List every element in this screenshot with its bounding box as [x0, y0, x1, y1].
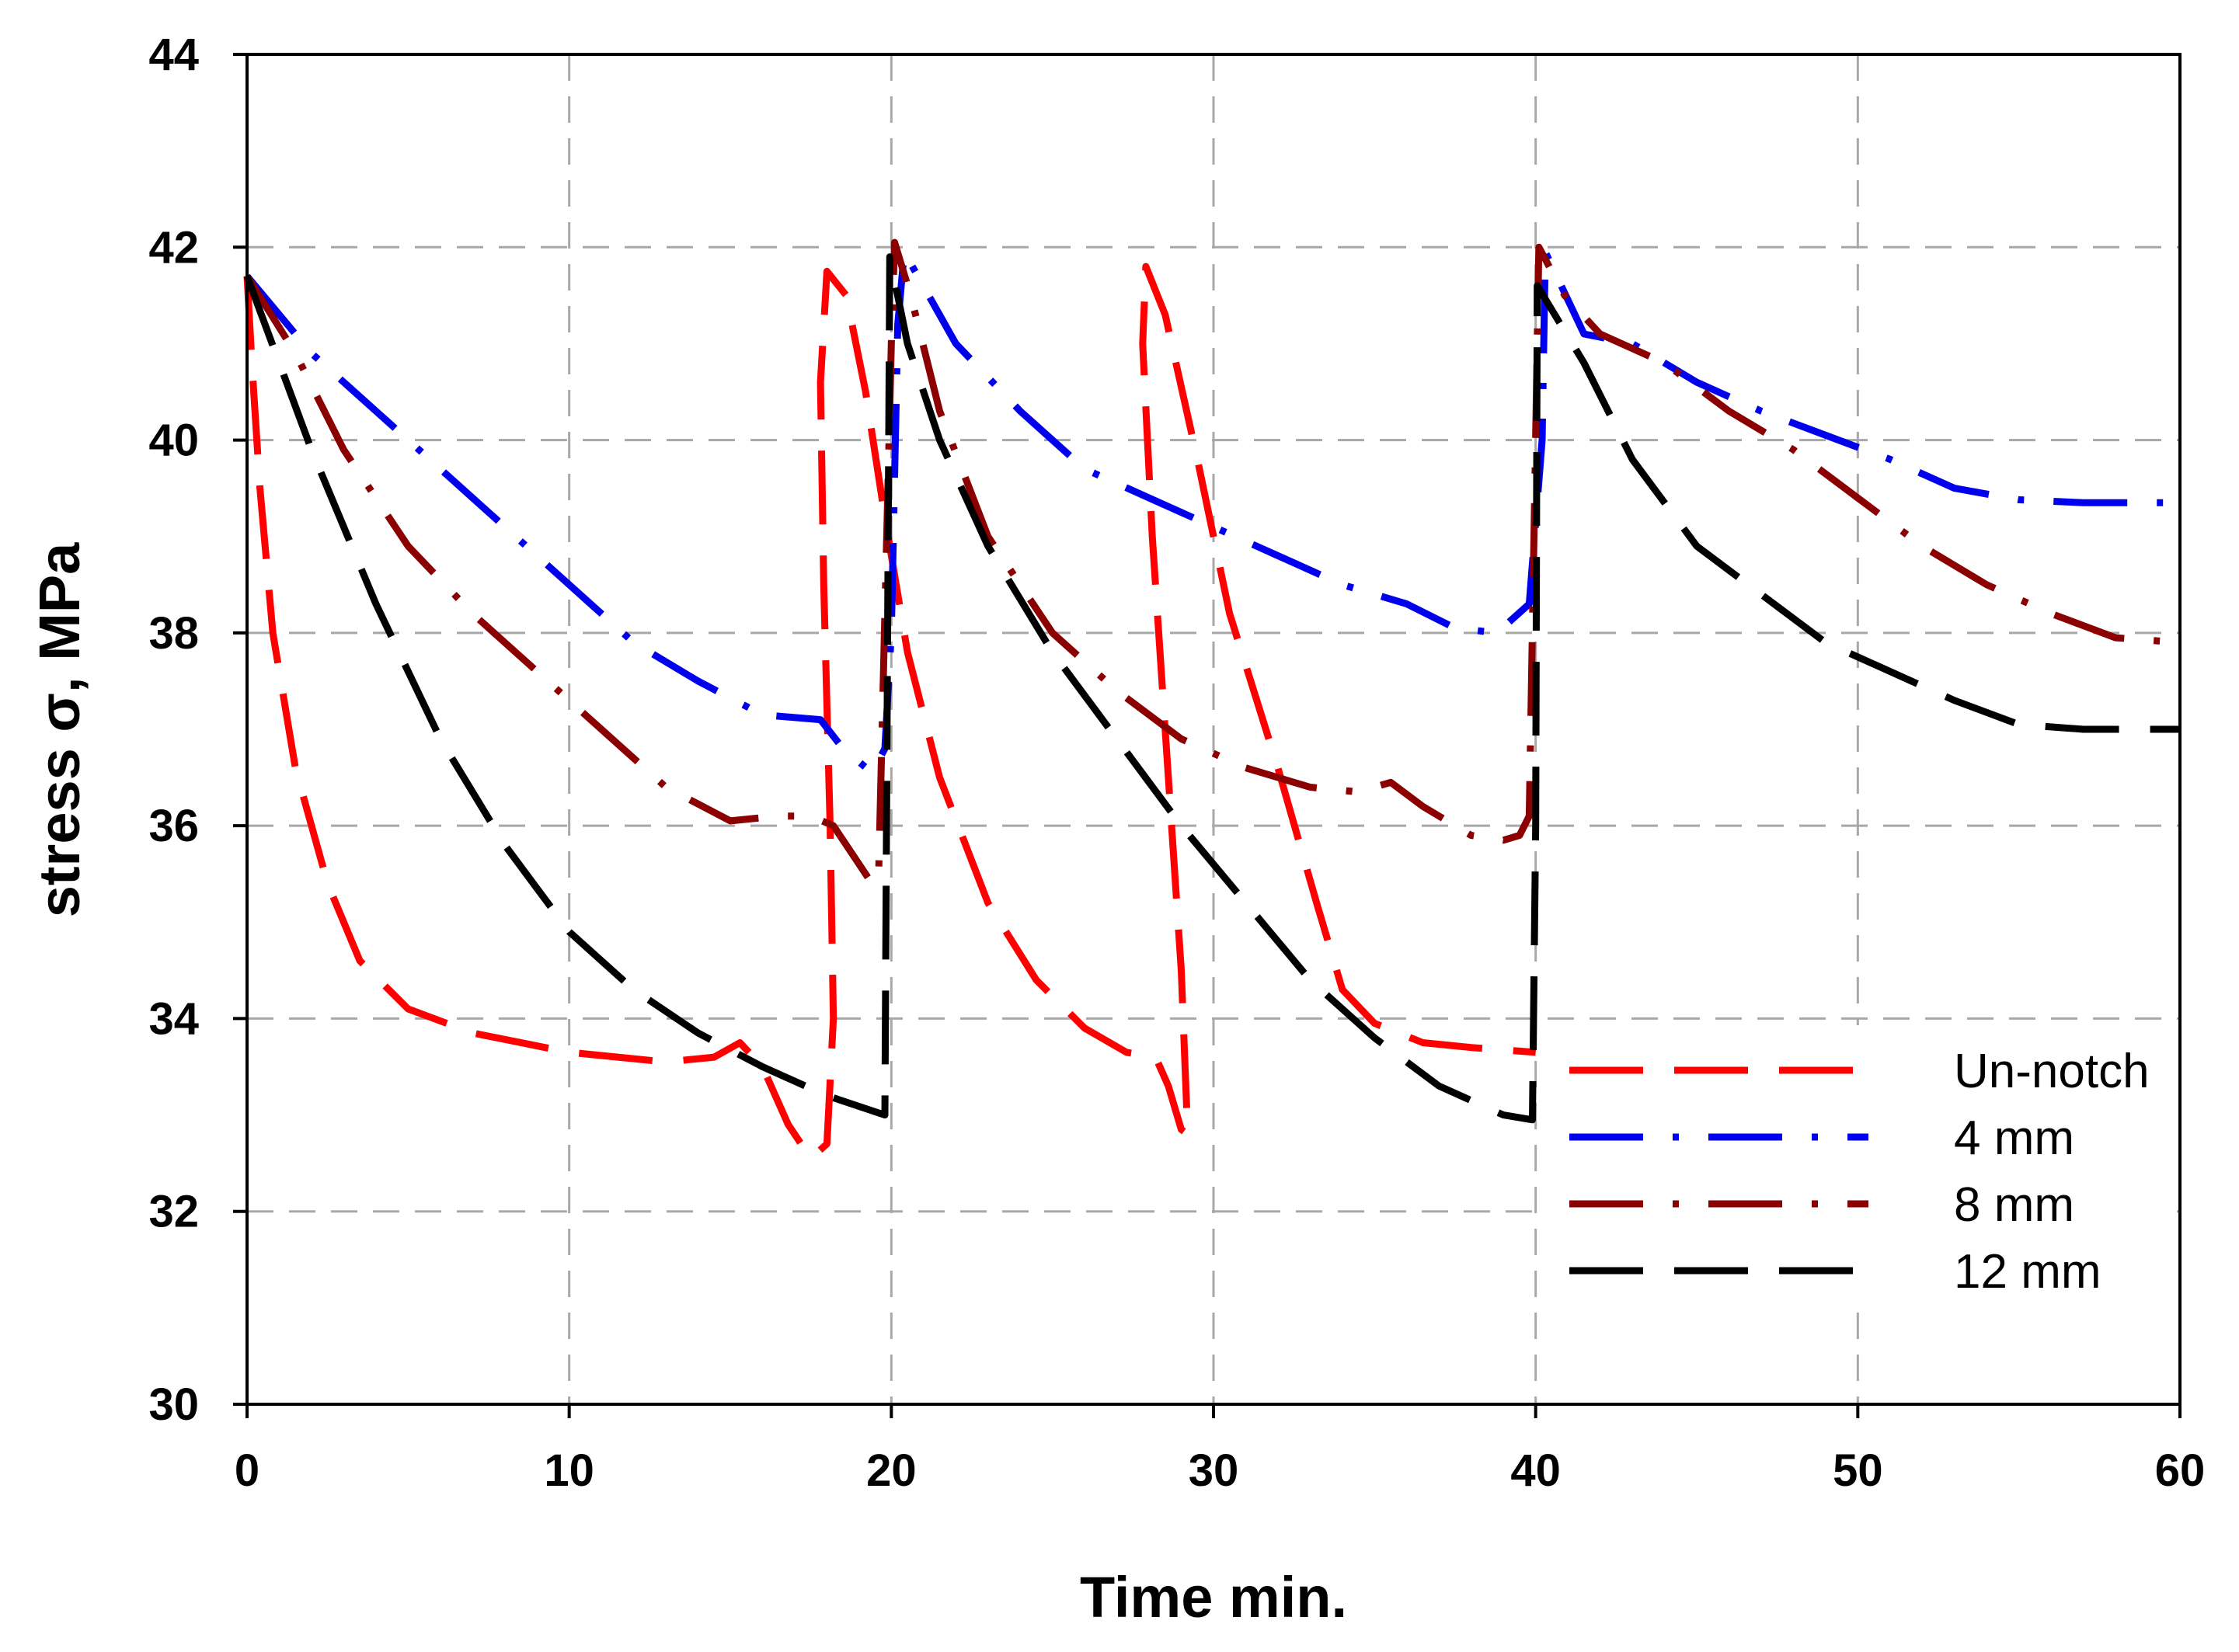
series-line-12-mm [243, 253, 2180, 1124]
x-tick-label: 60 [2155, 1445, 2206, 1496]
y-tick-label: 34 [148, 993, 199, 1044]
y-tick-label: 30 [148, 1379, 199, 1430]
legend-label: 4 mm [1954, 1111, 2074, 1165]
x-tick-label: 10 [544, 1445, 594, 1496]
x-tick-label: 20 [866, 1445, 917, 1496]
series-line-8-mm [244, 238, 2181, 888]
tick-layer: 0 10 20 30 40 50 60 30 32 34 36 38 40 42 44 [148, 30, 2205, 1496]
legend-label: Un-notch [1954, 1045, 2150, 1098]
x-tick-label: 40 [1510, 1445, 1561, 1496]
x-tick-label: 0 [235, 1445, 259, 1496]
series-layer [243, 238, 2181, 1162]
series-line-un-notch [243, 263, 1537, 1162]
y-tick-label: 32 [148, 1187, 199, 1237]
y-tick-label: 40 [148, 416, 199, 466]
y-tick-label: 42 [148, 222, 199, 273]
x-axis-title: Time min. [1080, 1565, 1347, 1629]
y-tick-label: 38 [148, 608, 199, 659]
legend [1542, 1025, 2175, 1313]
legend-layer: Un-notch 4 mm 8 mm 12 mm [1569, 1045, 2150, 1299]
y-tick-label: 36 [148, 801, 199, 851]
legend-label: 8 mm [1954, 1178, 2074, 1232]
x-tick-label: 30 [1189, 1445, 1239, 1496]
x-tick-label: 50 [1833, 1445, 1883, 1496]
y-axis-title: stress σ, MPa [27, 542, 92, 917]
legend-label: 12 mm [1954, 1245, 2101, 1299]
series-line-4-mm [244, 249, 2180, 777]
y-tick-label: 44 [148, 30, 199, 80]
